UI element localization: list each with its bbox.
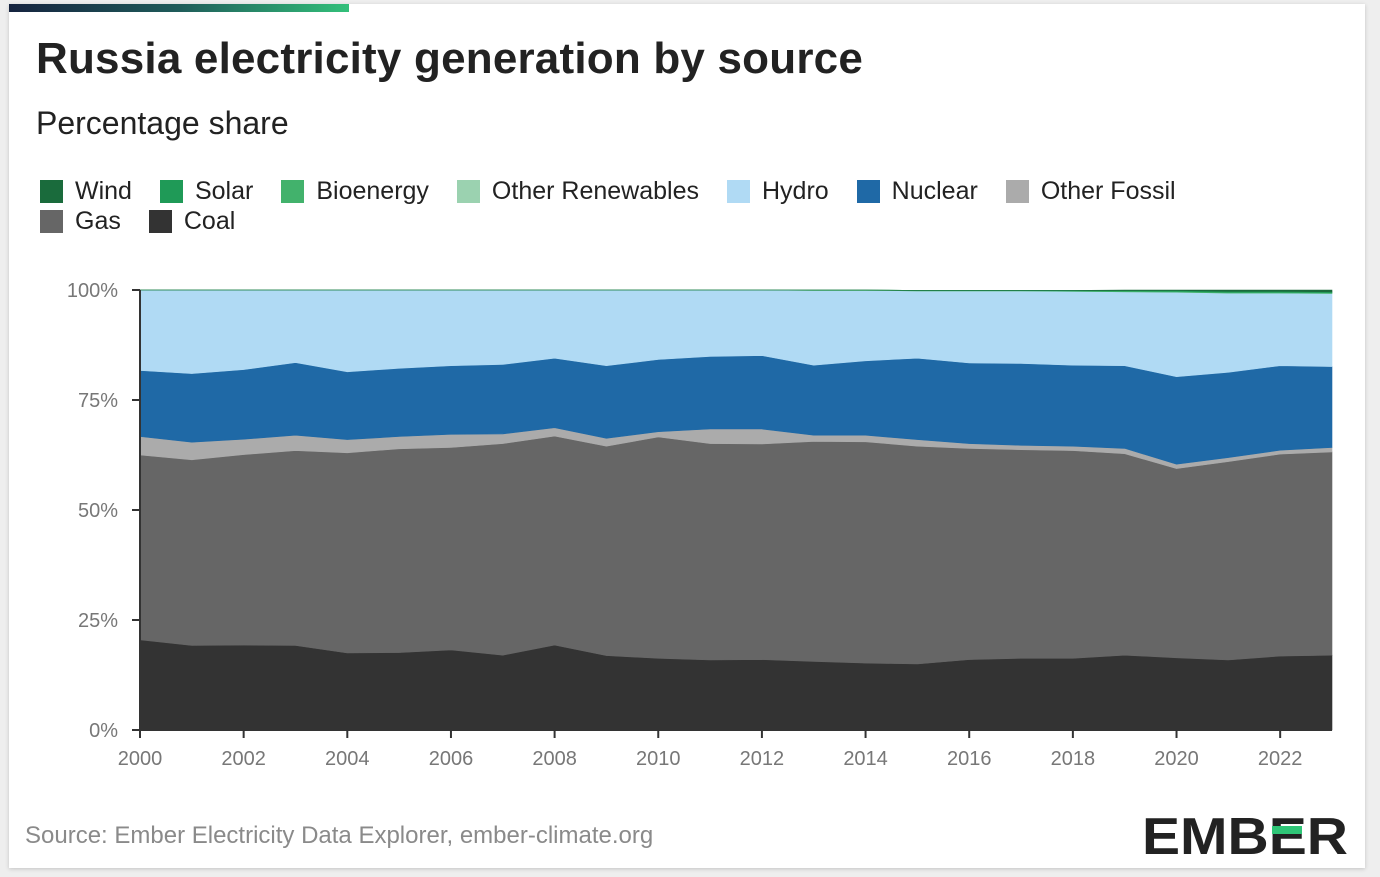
chart-card: Russia electricity generation by source …: [9, 4, 1365, 868]
y-tick-label: 0%: [89, 720, 118, 742]
series-area-wind: [140, 289, 1333, 293]
chart-subtitle: Percentage share: [36, 105, 289, 141]
legend-swatch: [856, 179, 880, 203]
legend-label: Coal: [183, 206, 236, 235]
y-tick-label: 75%: [78, 390, 118, 412]
legend-label: Gas: [75, 206, 121, 235]
x-tick-label: 2020: [1154, 748, 1199, 770]
legend-row: Gas Coal: [40, 206, 1300, 236]
x-tick-label: 2000: [118, 748, 163, 770]
stacked-area-chart: 0% 25% 50% 75% 100% 2000 2002 2004 2006 2008 2010 2…: [67, 280, 1333, 770]
x-tick-label: 2008: [532, 748, 577, 770]
legend-label: Wind: [75, 176, 132, 205]
x-tick-label: 2022: [1258, 748, 1303, 770]
brand-gradient-bar: [9, 4, 349, 12]
y-tick-label: 50%: [78, 500, 118, 522]
legend: Wind Solar Bioenergy Other Renewables Hydro N…: [40, 176, 1300, 236]
x-tick-label: 2018: [1051, 748, 1096, 770]
x-tick-label: 2014: [843, 748, 888, 770]
ember-logo: EMBER: [1142, 810, 1348, 860]
legend-item-coal: Coal: [148, 206, 236, 236]
chart-title: Russia electricity generation by source: [36, 34, 863, 83]
legend-item-other-fossil: Other Fossil: [1005, 176, 1176, 206]
legend-swatch: [456, 179, 480, 203]
legend-swatch: [281, 179, 305, 203]
legend-swatch: [40, 209, 63, 233]
x-tick-label: 2016: [947, 748, 992, 770]
legend-swatch: [1005, 179, 1029, 203]
legend-item-nuclear: Nuclear: [856, 176, 978, 206]
legend-swatch: [159, 179, 183, 203]
ember-logo-text: EMBER: [1142, 810, 1348, 860]
legend-row: Wind Solar Bioenergy Other Renewables Hydro N…: [40, 176, 1300, 206]
x-tick-label: 2002: [221, 748, 266, 770]
legend-item-bioenergy: Bioenergy: [281, 177, 429, 206]
legend-swatch: [726, 179, 750, 203]
source-note: Source: Ember Electricity Data Explorer,…: [25, 822, 654, 849]
legend-label: Other Renewables: [491, 176, 699, 205]
x-tick-label: 2010: [636, 748, 681, 770]
legend-label: Other Fossil: [1040, 176, 1176, 205]
x-tick-label: 2012: [740, 748, 785, 770]
x-tick-label: 2006: [429, 748, 474, 770]
legend-label: Bioenergy: [316, 176, 429, 205]
legend-item-gas: Gas: [40, 207, 121, 236]
legend-label: Solar: [194, 176, 254, 205]
series-area-gas: [139, 435, 1333, 665]
y-tick-label: 100%: [67, 280, 118, 302]
legend-swatch: [148, 209, 172, 233]
legend-label: Hydro: [761, 176, 829, 205]
legend-label: Nuclear: [891, 176, 978, 205]
x-tick-label: 2004: [325, 748, 370, 770]
legend-item-other-renewables: Other Renewables: [456, 176, 699, 206]
y-tick-label: 25%: [78, 610, 118, 632]
legend-item-hydro: Hydro: [726, 176, 829, 206]
legend-item-solar: Solar: [159, 176, 254, 206]
ember-logo-accent: [1272, 826, 1302, 834]
legend-swatch: [40, 179, 63, 203]
legend-item-wind: Wind: [40, 177, 132, 206]
